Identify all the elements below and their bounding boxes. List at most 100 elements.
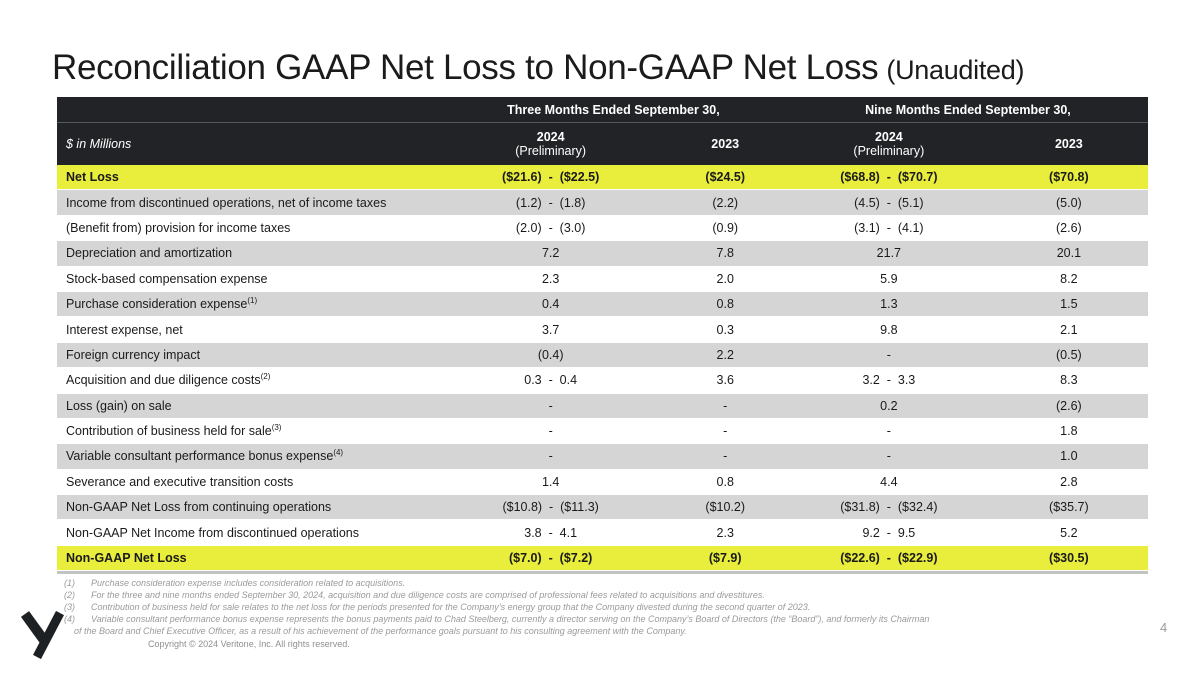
col-header-note: (Preliminary) <box>515 144 587 158</box>
row-value: 0.8 <box>716 474 734 489</box>
row-value: (0.4) <box>537 347 564 362</box>
row-value: 2.8 <box>1060 474 1078 489</box>
row-value: 1.4 <box>541 474 560 489</box>
row-value: - <box>886 449 891 464</box>
table-year-header-row: $ in Millions 2024 (Preliminary) 2023 20… <box>57 123 1148 165</box>
row-value: 0.3 <box>716 322 734 337</box>
row-value: 8.2 <box>1060 271 1078 286</box>
row-value: (2.2) <box>712 195 739 210</box>
row-label: Net Loss <box>66 170 119 185</box>
footnote-4: (4) Variable consultant performance bonu… <box>64 614 930 624</box>
table-row-non-gaap-net-loss: Non-GAAP Net Loss ($7.0) - ($7.2) ($7.9)… <box>57 545 1148 572</box>
table-row: Contribution of business held for sale(3… <box>57 418 1148 445</box>
col-header-note: (Preliminary) <box>853 144 925 158</box>
row-value: (5.0) <box>1056 195 1082 210</box>
row-value: 0.4 <box>541 297 560 312</box>
row-value: 20.1 <box>1056 246 1082 261</box>
page-title-unaudited: (Unaudited) <box>886 55 1025 85</box>
row-label: Foreign currency impact <box>66 347 201 362</box>
table-row: Stock-based compensation expense 2.3 2.0… <box>57 266 1148 292</box>
row-value: ($7.9) <box>708 551 742 566</box>
veritone-v-logo-icon <box>20 610 64 664</box>
page-title-main: Reconciliation GAAP Net Loss to Non-GAAP… <box>52 48 879 87</box>
footnote-ref: (3) <box>271 422 282 432</box>
row-value: 5.9 <box>880 271 898 286</box>
unit-label: $ in Millions <box>66 137 132 151</box>
row-label: Acquisition and due diligence costs(2) <box>66 372 271 388</box>
row-value: ($30.5) <box>1049 551 1089 566</box>
row-value: 5.2 <box>1060 525 1078 540</box>
row-value: - <box>548 424 553 439</box>
row-value: 9.2 - 9.5 <box>862 525 916 540</box>
row-label: Interest expense, net <box>66 322 183 337</box>
table-row: Loss (gain) on sale - - 0.2 (2.6) <box>57 393 1148 419</box>
row-value: 2.3 <box>716 525 734 540</box>
table-row: Depreciation and amortization 7.2 7.8 21… <box>57 241 1148 267</box>
row-value: (0.9) <box>712 220 739 235</box>
row-value: - <box>723 449 728 464</box>
row-value: - <box>548 449 553 464</box>
row-label: Income from discontinued operations, net… <box>66 195 387 210</box>
page-number: 4 <box>1160 620 1168 635</box>
row-value: 1.0 <box>1060 449 1078 464</box>
page-title: Reconciliation GAAP Net Loss to Non-GAAP… <box>52 48 1024 88</box>
row-value: 3.8 - 4.1 <box>524 525 578 540</box>
row-value: 3.7 <box>541 322 560 337</box>
row-label: Non-GAAP Net Income from discontinued op… <box>66 525 359 540</box>
row-value: ($24.5) <box>705 170 746 185</box>
row-value: - <box>723 424 728 439</box>
table-row: Income from discontinued operations, net… <box>57 190 1148 216</box>
row-label: Depreciation and amortization <box>66 246 233 261</box>
row-value: 0.8 <box>716 297 734 312</box>
row-value: - <box>886 424 891 439</box>
table-period-header-row: Three Months Ended September 30, Nine Mo… <box>57 97 1148 123</box>
row-value: - <box>723 398 728 413</box>
row-value: (2.6) <box>1056 220 1082 235</box>
row-value: 2.0 <box>716 271 734 286</box>
row-value: 0.2 <box>880 398 898 413</box>
row-value: 21.7 <box>876 246 902 261</box>
row-value: ($35.7) <box>1049 500 1089 515</box>
row-value: 2.1 <box>1060 322 1078 337</box>
row-value: 3.2 - 3.3 <box>862 373 916 388</box>
col-header-year: 2023 <box>711 137 740 151</box>
footnotes: (1) Purchase consideration expense inclu… <box>64 577 1144 650</box>
col-header-3m-2024: 2024 (Preliminary) <box>439 130 663 158</box>
col-header-year: 2024 <box>874 130 903 144</box>
row-value: ($68.8) - ($70.7) <box>840 170 938 185</box>
table-header: Three Months Ended September 30, Nine Mo… <box>57 97 1148 165</box>
period-header-nine-months: Nine Months Ended September 30, <box>865 102 1071 117</box>
row-label: Non-GAAP Net Loss from continuing operat… <box>66 500 332 515</box>
table-row-net-loss: Net Loss ($21.6) - ($22.5) ($24.5) ($68.… <box>57 165 1148 191</box>
row-value: 4.4 <box>880 474 898 489</box>
table-row: Interest expense, net 3.7 0.3 9.8 2.1 <box>57 317 1148 343</box>
row-value: 1.8 <box>1060 424 1078 439</box>
row-value: (2.0) - (3.0) <box>515 220 586 235</box>
row-value: ($10.8) - ($11.3) <box>502 500 599 515</box>
table-row: Non-GAAP Net Loss from continuing operat… <box>57 495 1148 521</box>
period-header-three-months: Three Months Ended September 30, <box>507 102 720 117</box>
row-value: 7.2 <box>541 246 560 261</box>
footnote-1: (1) Purchase consideration expense inclu… <box>64 578 406 588</box>
table-row: Foreign currency impact (0.4) 2.2 - (0.5… <box>57 342 1148 369</box>
table-row: Variable consultant performance bonus ex… <box>57 444 1148 470</box>
row-value: 1.3 <box>880 297 898 312</box>
table-row: Severance and executive transition costs… <box>57 469 1148 496</box>
row-label: Purchase consideration expense(1) <box>66 295 258 312</box>
row-label: Contribution of business held for sale(3… <box>66 422 282 439</box>
footnote-2: (2) For the three and nine months ended … <box>64 590 765 600</box>
row-value: - <box>886 347 891 362</box>
row-value: (4.5) - (5.1) <box>854 195 924 210</box>
row-value: 0.3 - 0.4 <box>524 373 578 388</box>
row-value: 3.6 <box>716 373 734 388</box>
row-label: (Benefit from) provision for income taxe… <box>66 220 291 235</box>
row-value: - <box>548 398 553 413</box>
footnote-4-continued: of the Board and Chief Executive Officer… <box>74 626 687 636</box>
row-value: ($22.6) - ($22.9) <box>840 551 938 566</box>
row-label: Variable consultant performance bonus ex… <box>66 448 344 464</box>
row-value: ($70.8) <box>1049 170 1089 185</box>
col-header-year: 2023 <box>1054 137 1083 151</box>
row-label: Severance and executive transition costs <box>66 474 294 489</box>
row-value: (1.2) - (1.8) <box>515 195 586 210</box>
row-value: 2.3 <box>541 271 560 286</box>
